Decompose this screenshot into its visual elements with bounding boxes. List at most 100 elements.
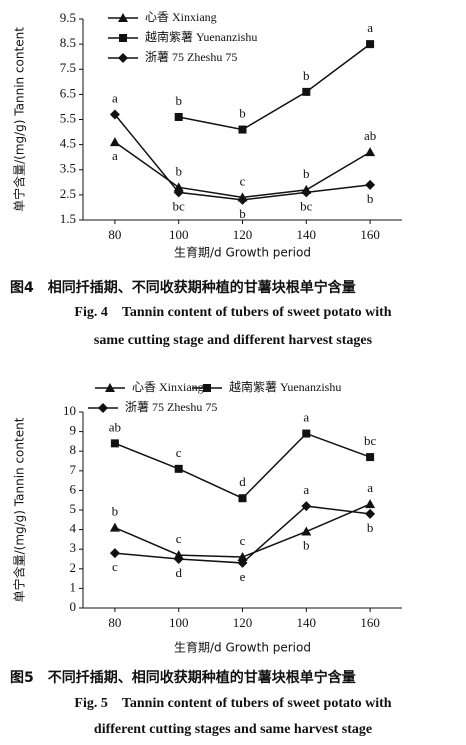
y-tick-label: 3: [70, 540, 77, 555]
data-point: [365, 179, 376, 190]
data-point: [302, 87, 311, 96]
legend-marker: [118, 13, 128, 22]
data-point: [365, 147, 376, 157]
legend-label: 越南紫薯 Yuenanzishu: [145, 29, 257, 44]
significance-letter: b: [112, 504, 119, 519]
y-tick-label: 1.5: [60, 211, 76, 226]
caption-en: Fig. 4 Tannin content of tubers of sweet…: [74, 305, 391, 320]
x-tick-label: 160: [360, 615, 380, 630]
significance-letter: b: [175, 93, 182, 108]
caption-cn: 图5 不同扦插期、相同收获期种植的甘薯块根单宁含量: [10, 669, 356, 686]
significance-letter: a: [303, 410, 309, 425]
legend-label: 心香 Xinxiang: [132, 380, 204, 394]
x-tick-label: 80: [108, 615, 121, 630]
data-point: [238, 125, 247, 134]
data-point: [237, 557, 248, 568]
y-tick-label: 0: [70, 599, 77, 614]
significance-letter: b: [367, 191, 374, 206]
series-line: [178, 43, 371, 131]
x-tick-label: 120: [233, 615, 253, 630]
caption-cn: 图4 相同扦插期、不同收获期种植的甘薯块根单宁含量: [10, 279, 356, 296]
legend-label: 浙薯 75 Zheshu 75: [145, 50, 237, 64]
data-point: [110, 439, 119, 448]
significance-letter: c: [176, 531, 182, 546]
y-tick-label: 8: [70, 442, 77, 457]
significance-letter: bc: [173, 198, 186, 213]
significance-letter: b: [303, 166, 310, 181]
significance-letter: bc: [300, 198, 313, 213]
significance-letter: a: [112, 90, 118, 105]
data-point: [301, 187, 312, 198]
caption-en: same cutting stage and different harvest…: [94, 333, 373, 348]
y-tick-label: 5: [70, 501, 77, 516]
data-point: [301, 526, 312, 536]
caption-en: Fig. 5 Tannin content of tubers of sweet…: [74, 696, 391, 711]
significance-letter: e: [240, 569, 246, 584]
y-tick-label: 8.5: [60, 35, 76, 50]
y-tick-label: 4.5: [60, 136, 76, 151]
data-point: [302, 429, 311, 438]
significance-letter: a: [112, 148, 118, 163]
y-tick-label: 9.5: [60, 10, 76, 25]
y-tick-label: 5.5: [60, 110, 76, 125]
data-point: [174, 112, 183, 121]
significance-letter: b: [303, 68, 310, 83]
data-point: [173, 554, 184, 564]
legend-marker: [118, 53, 128, 63]
caption-en: different cutting stages and same harves…: [94, 722, 372, 737]
data-point: [366, 40, 375, 49]
x-tick-label: 80: [108, 227, 121, 242]
x-tick-label: 100: [169, 227, 189, 242]
y-tick-label: 6.5: [60, 85, 76, 100]
data-point: [173, 187, 184, 198]
legend-marker: [98, 403, 108, 413]
significance-letter: d: [239, 474, 246, 489]
significance-letter: b: [239, 206, 246, 221]
data-point: [237, 194, 248, 205]
legend-marker: [203, 384, 211, 392]
significance-letter: d: [175, 565, 182, 580]
x-tick-label: 120: [233, 227, 253, 242]
y-axis-label: 单宁含量/(mg/g) Tannin content: [12, 27, 27, 212]
significance-letter: b: [175, 163, 182, 178]
significance-letter: c: [240, 533, 246, 548]
series-line: [114, 503, 371, 558]
y-tick-label: 1: [70, 579, 77, 594]
y-tick-label: 6: [70, 481, 77, 496]
significance-letter: bc: [364, 433, 377, 448]
data-point: [365, 499, 376, 509]
legend-label: 浙薯 75 Zheshu 75: [125, 400, 217, 414]
legend-marker: [119, 34, 127, 42]
significance-letter: b: [239, 106, 246, 121]
y-tick-label: 2: [70, 560, 77, 575]
legend-label: 越南紫薯 Yuenanzishu: [229, 379, 341, 394]
y-tick-label: 10: [63, 403, 76, 418]
data-point: [365, 508, 376, 519]
significance-letter: b: [367, 520, 374, 535]
x-tick-label: 160: [360, 227, 380, 242]
significance-letter: a: [303, 482, 309, 497]
significance-letter: a: [367, 20, 373, 35]
y-tick-label: 4: [70, 521, 77, 536]
data-point: [109, 109, 120, 120]
data-point: [109, 522, 120, 532]
data-point: [366, 453, 375, 462]
x-tick-label: 140: [297, 227, 317, 242]
significance-letter: ab: [109, 419, 121, 434]
significance-letter: c: [112, 559, 118, 574]
significance-letter: a: [367, 480, 373, 495]
data-point: [109, 548, 120, 559]
data-point: [174, 464, 183, 473]
data-point: [301, 501, 312, 512]
y-tick-label: 9: [70, 423, 77, 438]
x-tick-label: 140: [297, 615, 317, 630]
significance-letter: b: [303, 538, 310, 553]
significance-letter: c: [176, 445, 182, 460]
y-tick-label: 7: [70, 462, 77, 477]
x-tick-label: 100: [169, 615, 189, 630]
significance-letter: c: [240, 173, 246, 188]
y-axis-label: 单宁含量/(mg/g) Tannin content: [12, 417, 27, 602]
legend-label: 心香 Xinxiang: [145, 10, 217, 24]
